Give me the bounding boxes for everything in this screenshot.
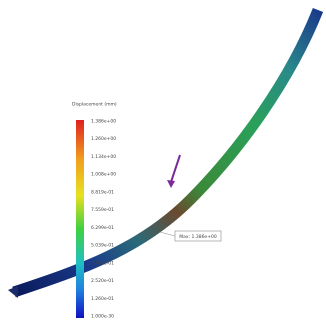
legend-label: 1.260e+00 (91, 136, 116, 142)
annotation: Max: 1.386e+00 (179, 234, 217, 240)
legend-label: 5.039e-01 (91, 243, 114, 249)
color-bar (76, 120, 84, 318)
legend-label: 6.299e-01 (91, 225, 114, 231)
legend-label: 1.260e-01 (91, 296, 114, 302)
legend-label: 1.000e-30 (91, 314, 114, 320)
legend-label: 8.819e-01 (91, 189, 114, 195)
legend-label: 7.559e-01 (91, 207, 114, 213)
beam (14, 10, 318, 292)
legend-label: 3.780e-01 (91, 260, 114, 266)
legend-label: 1.134e+00 (91, 154, 116, 160)
legend-title: Displacement (mm) (72, 102, 117, 108)
legend-labels: 1.386e+00 1.260e+00 1.134e+00 1.008e+00 8.81… (91, 119, 116, 320)
load-arrow (171, 155, 180, 182)
legend-label: 1.008e+00 (91, 172, 116, 178)
leader-line (160, 232, 175, 236)
load-arrowhead (167, 180, 175, 188)
legend-label: 2.520e-01 (91, 278, 114, 284)
result-view: Max: 1.386e+00 Displacement (mm) 1.386e+… (0, 0, 326, 330)
legend-label: 1.386e+00 (91, 119, 116, 125)
